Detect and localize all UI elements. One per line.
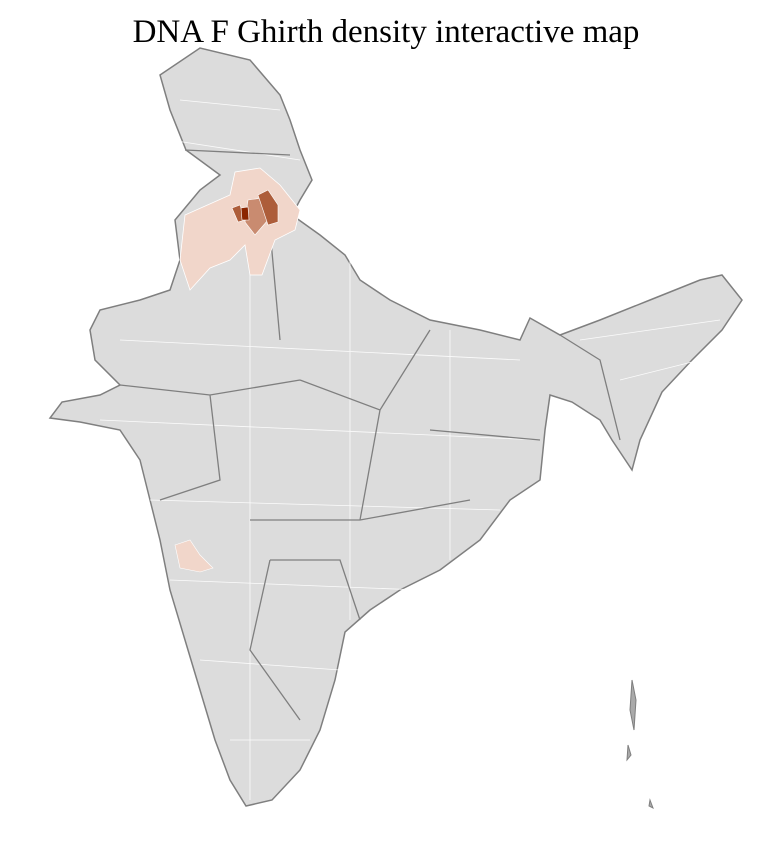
region-max [240, 206, 250, 221]
region-high [257, 189, 279, 226]
density-regions[interactable] [174, 167, 301, 573]
map-title: DNA F Ghirth density interactive map [132, 14, 640, 50]
region-low-maharashtra [174, 539, 214, 573]
island-groups [626, 679, 654, 810]
district-lines [99, 99, 721, 800]
india-outline[interactable] [48, 47, 743, 807]
state-borders [119, 149, 621, 721]
